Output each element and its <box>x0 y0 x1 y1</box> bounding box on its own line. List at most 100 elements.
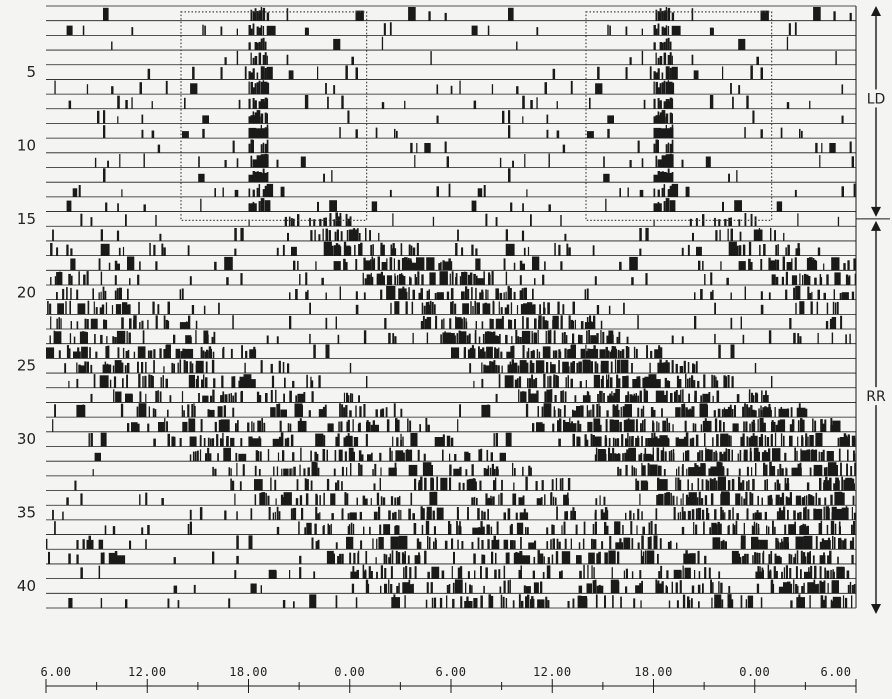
activity-bar <box>207 447 210 462</box>
activity-bar <box>578 585 583 594</box>
activity-bar <box>456 521 458 535</box>
activity-bar <box>671 98 674 109</box>
activity-bar <box>491 319 494 329</box>
activity-bar <box>49 303 52 315</box>
activity-bar <box>171 362 174 374</box>
activity-bar <box>155 390 158 403</box>
activity-bar <box>510 319 513 330</box>
activity-bar <box>266 55 268 65</box>
activity-bar <box>583 521 586 535</box>
activity-bar <box>103 319 106 329</box>
activity-bar <box>314 523 317 535</box>
activity-bar <box>677 477 680 491</box>
activity-bar <box>533 379 536 388</box>
activity-bar <box>829 479 832 491</box>
activity-bar <box>507 552 510 564</box>
activity-bar <box>86 271 89 285</box>
activity-bar <box>167 598 170 608</box>
activity-bar <box>225 451 228 462</box>
activity-bar <box>768 448 771 462</box>
activity-bar <box>408 7 416 21</box>
activity-bar <box>332 498 335 506</box>
activity-bar <box>181 405 183 418</box>
activity-bar <box>627 348 629 359</box>
activity-bar <box>775 259 777 271</box>
activity-bar <box>756 230 759 241</box>
activity-bar <box>683 360 686 373</box>
activity-bar <box>250 139 254 153</box>
activity-bar <box>465 582 467 594</box>
activity-bar <box>250 28 253 36</box>
activity-bar <box>594 436 602 447</box>
activity-bar <box>743 522 745 535</box>
activity-bar <box>783 232 785 241</box>
activity-bar <box>501 365 503 374</box>
activity-bar <box>49 335 51 344</box>
activity-bar <box>100 271 103 285</box>
activity-bar <box>808 494 811 506</box>
activity-bar <box>714 333 716 344</box>
activity-bar <box>310 376 312 388</box>
activity-bar <box>463 336 465 344</box>
activity-bar <box>104 376 108 388</box>
activity-bar <box>471 585 473 594</box>
activity-bar <box>143 204 146 212</box>
activity-bar <box>473 100 477 109</box>
activity-bar <box>837 216 840 227</box>
activity-bar <box>707 449 710 462</box>
activity-bar <box>536 422 543 432</box>
activity-bar <box>607 115 614 124</box>
activity-bar <box>190 83 198 95</box>
activity-bar <box>826 570 830 579</box>
activity-bar <box>317 66 319 80</box>
activity-bar <box>346 421 349 432</box>
activity-bar <box>715 480 718 491</box>
activity-bar <box>611 391 613 403</box>
activity-bar <box>755 542 758 550</box>
activity-bar <box>853 438 856 447</box>
activity-bar <box>817 468 820 476</box>
activity-bar <box>631 571 634 579</box>
activity-bar <box>248 116 251 124</box>
activity-bar <box>667 200 670 212</box>
activity-bar <box>202 350 205 359</box>
activity-bar <box>564 348 567 359</box>
activity-bar <box>721 409 724 418</box>
activity-bar <box>256 82 259 95</box>
activity-bar <box>317 467 320 476</box>
activity-bar <box>702 464 705 476</box>
activity-bar <box>497 365 500 374</box>
activity-bar <box>142 376 144 388</box>
activity-bar <box>670 540 672 550</box>
activity-bar <box>128 304 131 315</box>
activity-bar <box>744 127 746 139</box>
activity-bar <box>600 320 603 329</box>
activity-bar <box>665 38 668 51</box>
activity-bar <box>603 496 606 506</box>
activity-bar <box>127 288 129 300</box>
activity-bar <box>305 272 308 285</box>
activity-bar <box>831 317 837 329</box>
activity-bar <box>436 115 439 124</box>
activity-bar <box>853 183 856 197</box>
activity-bar <box>337 216 340 227</box>
activity-bar <box>434 537 437 550</box>
activity-bar <box>797 512 800 520</box>
activity-bar <box>196 450 199 462</box>
activity-bar <box>238 99 241 109</box>
activity-bar <box>681 159 684 168</box>
activity-bar <box>815 438 818 447</box>
activity-bar <box>207 409 210 418</box>
activity-bar <box>504 307 507 315</box>
activity-bar <box>403 276 406 285</box>
activity-bar <box>76 378 79 388</box>
activity-bar <box>707 480 710 491</box>
activity-bar <box>260 38 263 51</box>
activity-bar <box>388 557 391 564</box>
activity-bar <box>826 524 829 535</box>
activity-bar <box>697 452 700 462</box>
activity-bar <box>142 330 145 344</box>
activity-bar <box>186 321 188 329</box>
activity-bar <box>616 404 619 418</box>
activity-bar <box>340 231 343 241</box>
